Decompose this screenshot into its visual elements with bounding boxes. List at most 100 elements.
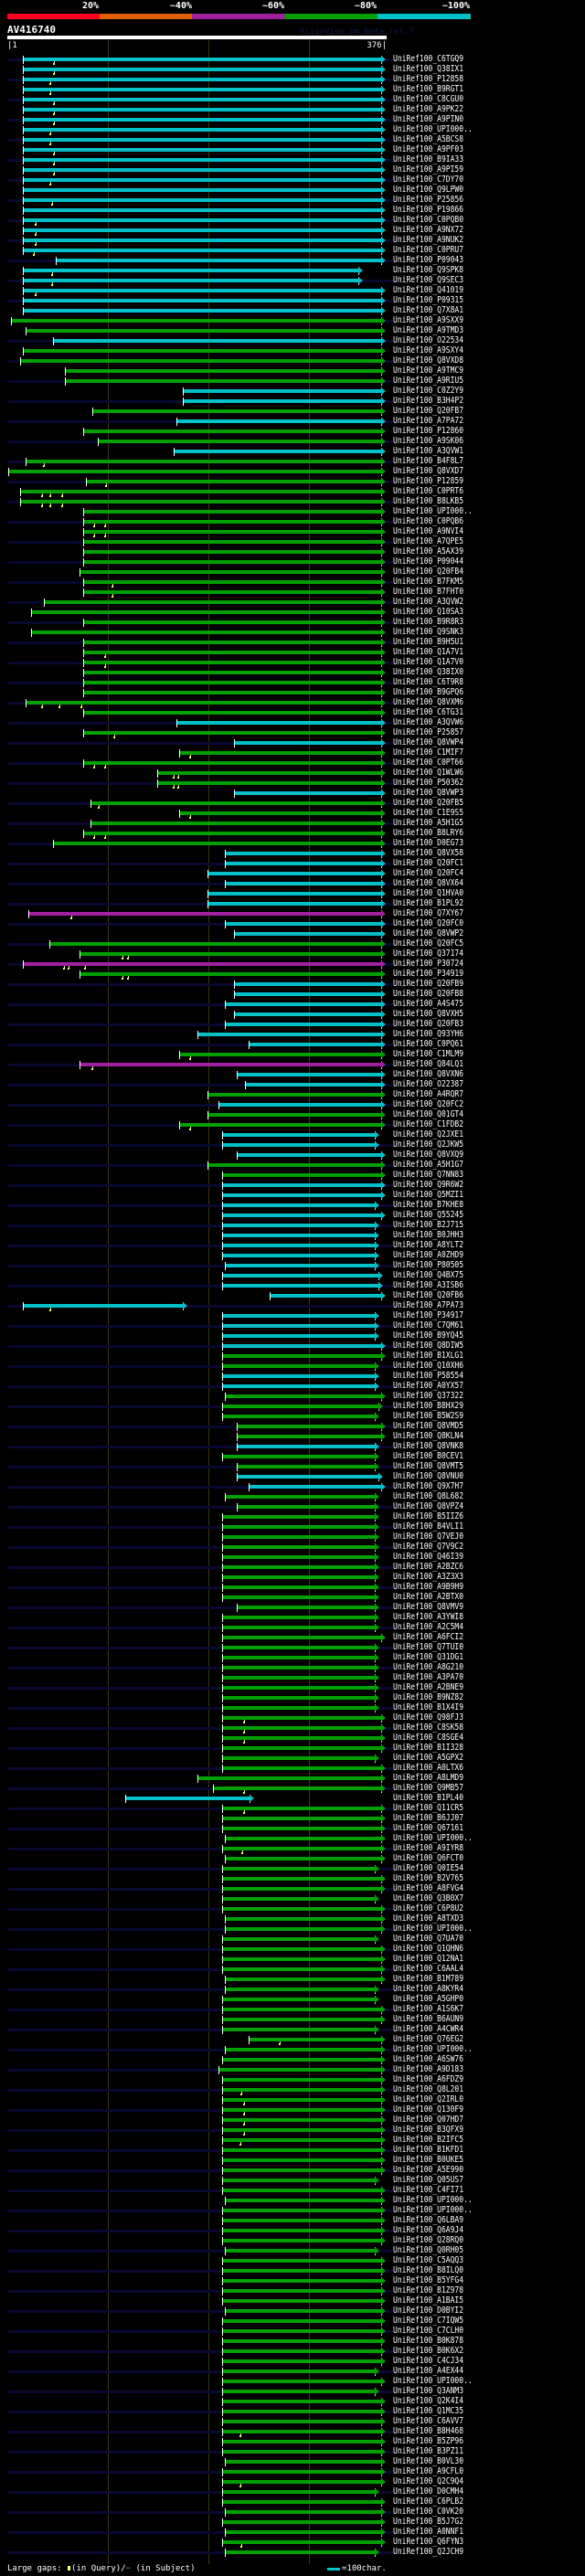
hit-name[interactable]: UniRef100_Q41019 [393,285,464,295]
alignment-bar[interactable] [234,982,382,986]
alignment-bar[interactable] [236,1425,382,1428]
hit-name[interactable]: UniRef100_A5AX39 [393,546,464,557]
alignment-bar[interactable] [222,2279,382,2283]
alignment-bar[interactable] [222,1967,382,1971]
alignment-bar[interactable] [86,480,382,483]
alignment-bar[interactable] [22,218,382,222]
alignment-bar[interactable] [222,1254,375,1257]
hit-name[interactable]: UniRef100_B4VLI1 [393,1521,464,1532]
hit-name[interactable]: UniRef100_A4CWR4 [393,2024,464,2034]
alignment-bar[interactable] [82,580,382,584]
alignment-bar[interactable] [222,2138,382,2142]
alignment-bar[interactable] [64,379,382,383]
alignment-bar[interactable] [82,620,382,624]
alignment-bar[interactable] [222,1234,375,1237]
alignment-bar[interactable] [222,2018,382,2021]
hit-name[interactable]: UniRef100_B0JHH3 [393,1230,464,1240]
alignment-bar[interactable] [225,1495,375,1499]
alignment-bar[interactable] [222,1616,375,1619]
alignment-bar[interactable] [82,832,382,835]
alignment-bar[interactable] [222,2058,382,2062]
hit-name[interactable]: UniRef100_A5GPX2 [393,1753,464,1763]
alignment-bar[interactable] [222,1736,382,1740]
alignment-bar[interactable] [82,681,382,684]
alignment-bar[interactable] [20,359,382,363]
hit-name[interactable]: UniRef100_C6AVV7 [393,2416,464,2426]
alignment-bar[interactable] [22,279,359,282]
hit-name[interactable]: UniRef100_A8YLT2 [393,1240,464,1250]
hit-name[interactable]: UniRef100_A3ISB6 [393,1280,464,1290]
hit-name[interactable]: UniRef100_Q9X7H7 [393,1481,464,1491]
alignment-bar[interactable] [207,902,382,906]
alignment-bar[interactable] [22,168,382,172]
alignment-bar[interactable] [207,1093,382,1097]
alignment-bar[interactable] [222,1676,375,1680]
hit-name[interactable]: UniRef100_B1X4I9 [393,1702,464,1712]
hit-name[interactable]: UniRef100_Q6A9J4 [393,2225,464,2235]
alignment-bar[interactable] [22,118,382,122]
alignment-bar[interactable] [222,2329,382,2333]
hit-name[interactable]: UniRef100_Q8VXM6 [393,697,464,707]
hit-name[interactable]: UniRef100_A9SXY4 [393,345,464,355]
alignment-bar[interactable] [236,1475,379,1479]
hit-name[interactable]: UniRef100_C0PRU7 [393,245,464,255]
hit-name[interactable]: UniRef100_B1KFD1 [393,2145,464,2155]
alignment-bar[interactable] [222,1756,375,1760]
alignment-bar[interactable] [213,1786,382,1790]
alignment-bar[interactable] [222,1535,375,1539]
alignment-bar[interactable] [222,1203,375,1207]
alignment-bar[interactable] [222,1374,375,1378]
alignment-bar[interactable] [225,1002,382,1006]
alignment-bar[interactable] [222,1696,375,1700]
hit-name[interactable]: UniRef100_A8KYR4 [393,1984,464,1994]
hit-name[interactable]: UniRef100_Q8VNK8 [393,1441,464,1451]
alignment-bar[interactable] [82,641,382,644]
hit-name[interactable]: UniRef100_C7CLH0 [393,2326,464,2336]
hit-name[interactable]: UniRef100_Q7NN83 [393,1170,464,1180]
hit-name[interactable]: UniRef100_B6AUN9 [393,2014,464,2024]
hit-name[interactable]: UniRef100_C6T9R8 [393,677,464,687]
hit-name[interactable]: UniRef100_C7QM61 [393,1320,464,1330]
hit-name[interactable]: UniRef100_B1Z978 [393,2285,464,2295]
hit-name[interactable]: UniRef100_Q20FB9 [393,979,464,989]
hit-name[interactable]: UniRef100_C0PT66 [393,758,464,768]
alignment-bar[interactable] [207,1113,382,1117]
alignment-bar[interactable] [22,349,382,353]
alignment-bar[interactable] [222,1193,382,1197]
alignment-bar[interactable] [222,2359,382,2363]
alignment-bar[interactable] [22,148,382,152]
hit-name[interactable]: UniRef100_A9PI59 [393,164,464,175]
alignment-bar[interactable] [207,872,382,875]
hit-name[interactable]: UniRef100_B8LKB5 [393,496,464,506]
alignment-bar[interactable] [91,409,382,413]
hit-name[interactable]: UniRef100_B7FKM5 [393,577,464,587]
alignment-bar[interactable] [222,1666,375,1670]
alignment-bar[interactable] [225,2460,382,2464]
alignment-bar[interactable] [22,289,382,292]
hit-name[interactable]: UniRef100_B9NZ82 [393,1692,464,1702]
hit-name[interactable]: UniRef100_A1S6K7 [393,2004,464,2014]
alignment-bar[interactable] [22,88,382,91]
alignment-bar[interactable] [183,399,382,403]
hit-name[interactable]: UniRef100_Q1QHN6 [393,1944,464,1954]
hit-name[interactable]: UniRef100_C1MIF7 [393,747,464,758]
hit-name[interactable]: UniRef100_Q6FYN3 [393,2537,464,2547]
alignment-bar[interactable] [98,440,382,443]
alignment-bar[interactable] [222,1646,375,1649]
hit-name[interactable]: UniRef100_Q0RH05 [393,2245,464,2255]
alignment-bar[interactable] [82,590,382,594]
hit-name[interactable]: UniRef100_C0PQB0 [393,215,464,225]
hit-name[interactable]: UniRef100_A5E990 [393,2165,464,2175]
hit-name[interactable]: UniRef100_C0Z2Y9 [393,386,464,396]
alignment-bar[interactable] [222,2339,382,2343]
hit-name[interactable]: UniRef100_A9PK22 [393,104,464,114]
hit-name[interactable]: UniRef100_A9PIN0 [393,114,464,124]
alignment-bar[interactable] [222,1545,375,1549]
hit-name[interactable]: UniRef100_Q10XH6 [393,1361,464,1371]
hit-name[interactable]: UniRef100_Q8VXD8 [393,355,464,366]
hit-name[interactable]: UniRef100_C7IQW5 [393,2316,464,2326]
hit-name[interactable]: UniRef100_C6TG31 [393,707,464,717]
alignment-bar[interactable] [245,1083,382,1087]
hit-name[interactable]: UniRef100_Q7X8A1 [393,305,464,315]
hit-name[interactable]: UniRef100_Q9LPW0 [393,185,464,195]
